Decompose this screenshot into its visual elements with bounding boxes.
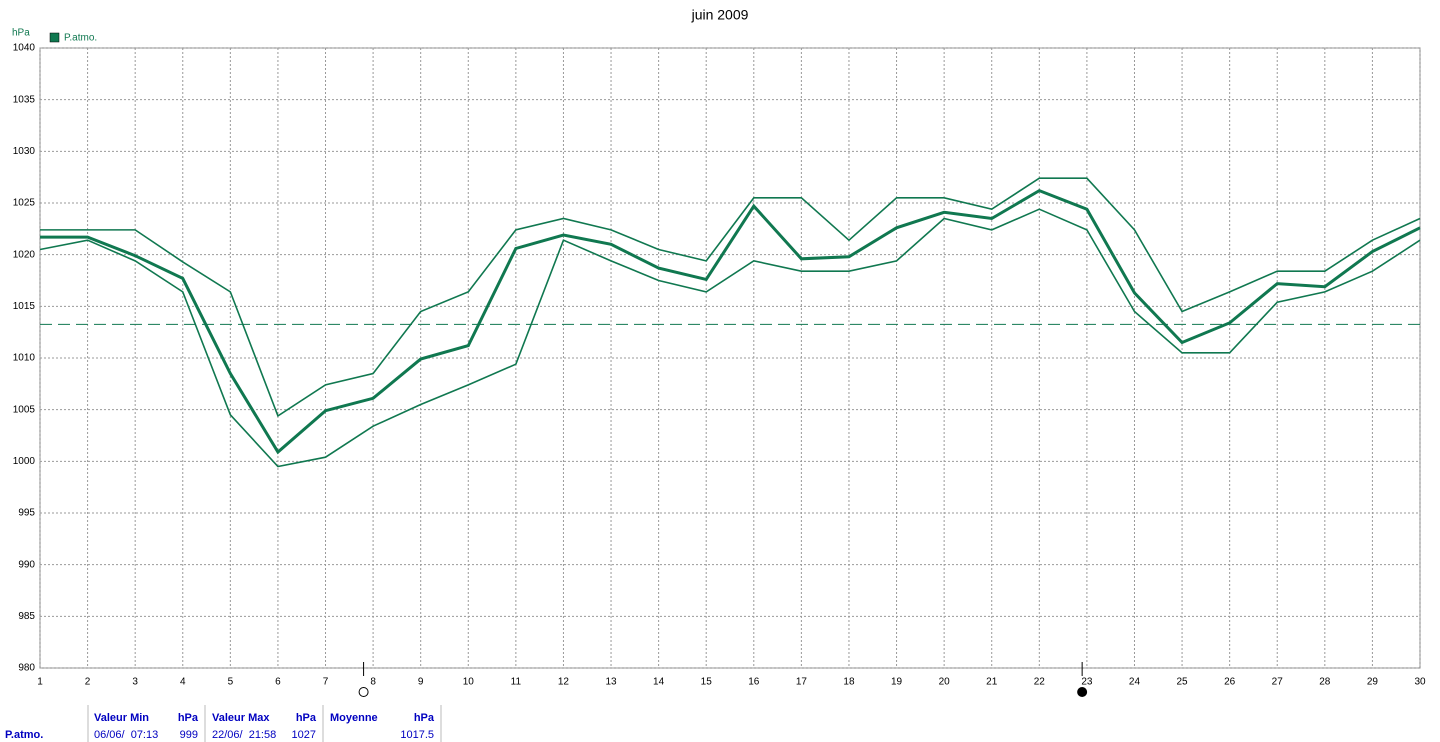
x-tick-label: 4 bbox=[180, 677, 186, 688]
table-header: Valeur Min bbox=[94, 712, 149, 724]
x-tick-label: 24 bbox=[1129, 677, 1141, 688]
y-tick-label: 990 bbox=[18, 559, 35, 570]
marker bbox=[1077, 687, 1088, 697]
x-tick-label: 29 bbox=[1367, 677, 1379, 688]
x-tick-label: 8 bbox=[370, 677, 376, 688]
x-tick-label: 2 bbox=[85, 677, 91, 688]
y-tick-label: 1005 bbox=[13, 404, 36, 415]
series-line bbox=[39, 208, 1421, 468]
x-tick-label: 20 bbox=[939, 677, 951, 688]
series-line bbox=[40, 188, 1421, 455]
y-tick-label: 1000 bbox=[13, 456, 36, 467]
series-line bbox=[40, 177, 1421, 418]
table-header: hPa bbox=[296, 712, 317, 724]
plot-layer: 9809859909951000100510101015102010251030… bbox=[13, 33, 1426, 697]
y-tick-label: 995 bbox=[18, 508, 35, 519]
y-tick-label: 1025 bbox=[13, 198, 36, 209]
x-tick-label: 30 bbox=[1414, 677, 1426, 688]
x-tick-label: 7 bbox=[323, 677, 329, 688]
y-tick-label: 1015 bbox=[13, 301, 36, 312]
x-tick-label: 28 bbox=[1319, 677, 1331, 688]
table-cell: 1017.5 bbox=[400, 729, 434, 741]
x-tick-label: 10 bbox=[463, 677, 475, 688]
x-tick-label: 21 bbox=[986, 677, 998, 688]
x-tick-label: 17 bbox=[796, 677, 808, 688]
y-axis-label: hPa bbox=[12, 28, 30, 39]
y-tick-label: 1040 bbox=[13, 43, 36, 54]
x-tick-label: 14 bbox=[653, 677, 665, 688]
x-tick-label: 22 bbox=[1034, 677, 1046, 688]
x-tick-label: 3 bbox=[132, 677, 138, 688]
x-tick-label: 27 bbox=[1272, 677, 1284, 688]
y-tick-label: 985 bbox=[18, 611, 35, 622]
table-cell: 22/06/ 21:58 bbox=[212, 729, 276, 741]
x-tick-label: 26 bbox=[1224, 677, 1236, 688]
x-tick-label: 23 bbox=[1081, 677, 1093, 688]
summary-table: Valeur Min hPa Valeur Max hPa Moyenne hP… bbox=[5, 705, 442, 742]
x-tick-label: 13 bbox=[605, 677, 617, 688]
x-tick-label: 11 bbox=[511, 677, 522, 688]
x-tick-label: 5 bbox=[228, 677, 234, 688]
row-label: P.atmo. bbox=[5, 729, 43, 741]
table-cell: 1027 bbox=[292, 729, 316, 741]
x-tick-label: 15 bbox=[701, 677, 713, 688]
y-tick-label: 1010 bbox=[13, 353, 36, 364]
marker bbox=[358, 687, 369, 697]
table-header: Moyenne bbox=[330, 712, 378, 724]
table-header: Valeur Max bbox=[212, 712, 270, 724]
table-cell: 06/06/ 07:13 bbox=[94, 729, 158, 741]
table-header: hPa bbox=[414, 712, 435, 724]
x-tick-label: 18 bbox=[843, 677, 855, 688]
x-tick-label: 9 bbox=[418, 677, 424, 688]
y-tick-label: 1035 bbox=[13, 94, 36, 105]
chart-title: juin 2009 bbox=[691, 7, 749, 23]
x-tick-label: 19 bbox=[891, 677, 903, 688]
x-tick-label: 1 bbox=[37, 677, 43, 688]
y-tick-label: 980 bbox=[18, 663, 35, 674]
x-tick-label: 6 bbox=[275, 677, 281, 688]
x-tick-label: 25 bbox=[1177, 677, 1189, 688]
x-tick-label: 16 bbox=[748, 677, 760, 688]
table-cell: 999 bbox=[180, 729, 198, 741]
y-tick-label: 1030 bbox=[13, 146, 36, 157]
legend-label: P.atmo. bbox=[64, 33, 97, 44]
legend-swatch bbox=[49, 32, 60, 43]
table-header: hPa bbox=[178, 712, 199, 724]
x-tick-label: 12 bbox=[558, 677, 570, 688]
y-tick-label: 1020 bbox=[13, 249, 36, 260]
